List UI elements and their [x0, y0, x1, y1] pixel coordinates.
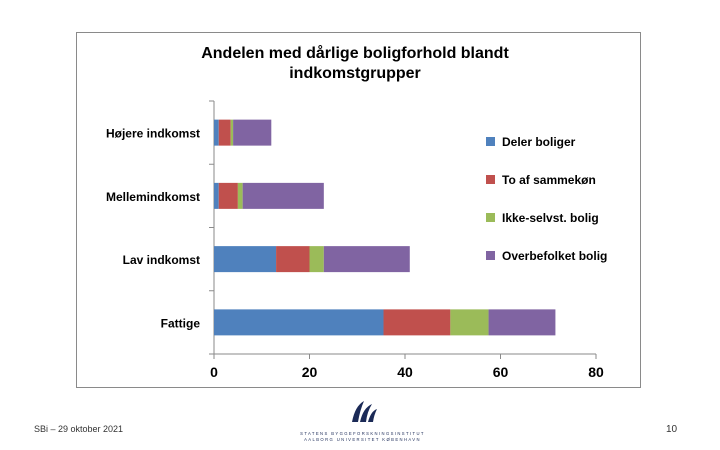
bar-segment — [214, 309, 384, 336]
bar-segment — [230, 119, 234, 146]
legend-label: Deler boliger — [502, 135, 576, 149]
x-tick-label: 60 — [493, 364, 509, 380]
footer-date: SBi – 29 oktober 2021 — [34, 424, 124, 434]
bar-segment — [450, 309, 489, 336]
bar-segment — [218, 182, 238, 209]
logo-text-line2: AALBORG UNIVERSITET KØBENHAVN — [304, 437, 421, 442]
bar-segment — [276, 246, 310, 273]
legend-swatch — [486, 213, 495, 222]
bar-segment — [233, 119, 272, 146]
page-number: 10 — [666, 424, 678, 435]
bar-segment — [214, 119, 219, 146]
chart: Andelen med dårlige boligforhold blandt i… — [106, 44, 607, 380]
category-label: Mellemindkomst — [106, 190, 200, 204]
institute-logo: STATENS BYGGEFORSKNINGSINSTITUT AALBORG … — [300, 398, 425, 442]
legend-label: Overbefolket bolig — [502, 249, 607, 263]
x-tick-label: 40 — [397, 364, 413, 380]
legend-swatch — [486, 175, 495, 184]
x-tick-label: 80 — [588, 364, 604, 380]
category-label: Højere indkomst — [106, 127, 200, 141]
bar-segment — [383, 309, 451, 336]
chart-title-line-1: Andelen med dårlige boligforhold blandt — [201, 44, 509, 62]
bar-segment — [214, 182, 219, 209]
category-label: Lav indkomst — [123, 253, 200, 267]
bar-segment — [214, 246, 277, 273]
bar-segment — [309, 246, 324, 273]
chart-frame: Andelen med dårlige boligforhold blandt i… — [76, 32, 641, 388]
bar-segment — [323, 246, 410, 273]
legend-label: Ikke-selvst. bolig — [502, 211, 599, 225]
legend-label: To af sammekøn — [502, 173, 596, 187]
legend-swatch — [486, 137, 495, 146]
seal-icon — [352, 401, 377, 422]
bar-segment — [218, 119, 231, 146]
logo-text-line1: STATENS BYGGEFORSKNINGSINSTITUT — [300, 431, 425, 436]
x-tick-label: 20 — [302, 364, 318, 380]
x-tick-label: 0 — [210, 364, 218, 380]
bar-segment — [237, 182, 243, 209]
bar-segment — [242, 182, 324, 209]
category-label: Fattige — [161, 316, 201, 330]
legend-swatch — [486, 251, 495, 260]
bar-segment — [488, 309, 556, 336]
chart-title-line-2: indkomstgrupper — [289, 65, 421, 82]
